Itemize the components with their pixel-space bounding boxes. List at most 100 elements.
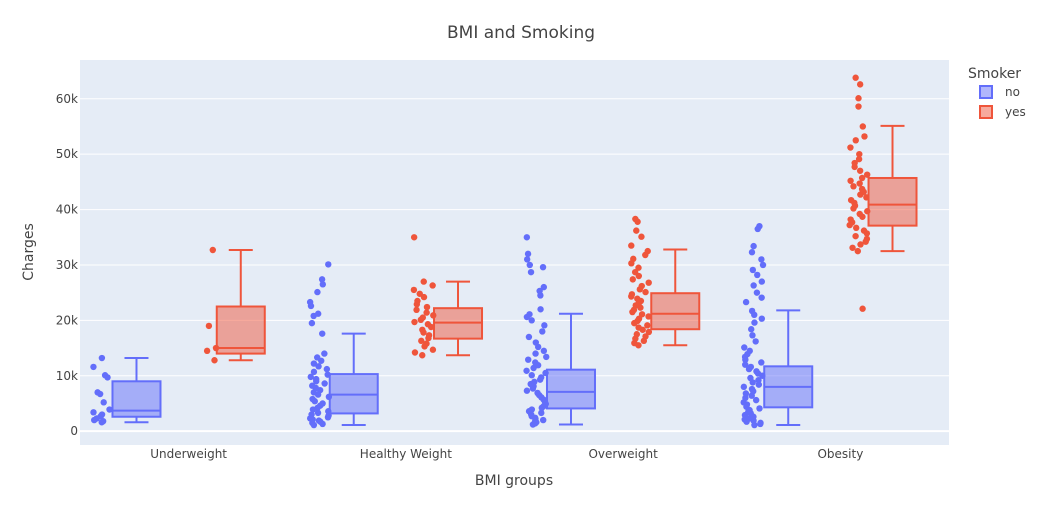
data-point xyxy=(859,305,866,312)
legend-swatch-yes xyxy=(979,105,993,119)
x-tick-label: Obesity xyxy=(817,447,863,461)
data-point xyxy=(628,291,636,298)
data-point xyxy=(90,409,97,416)
data-point xyxy=(423,303,431,311)
plot-background xyxy=(80,60,949,445)
data-point xyxy=(314,409,322,417)
data-point xyxy=(855,95,862,102)
data-point xyxy=(306,298,314,306)
data-point xyxy=(321,380,328,387)
data-point xyxy=(755,376,762,384)
data-point xyxy=(310,368,318,376)
data-point xyxy=(638,233,645,240)
data-point xyxy=(528,372,535,379)
data-point xyxy=(758,315,765,322)
y-tick-label: 50k xyxy=(56,147,78,161)
data-point xyxy=(856,180,863,187)
data-point xyxy=(99,417,107,425)
y-axis-ticks: 0 10k 20k 30k 40k 50k 60k xyxy=(56,92,78,438)
data-point xyxy=(757,419,764,427)
x-axis-label: BMI groups xyxy=(475,473,553,489)
data-point xyxy=(847,177,854,184)
data-point xyxy=(748,249,756,256)
legend-label-no: no xyxy=(1005,85,1020,99)
legend-title: Smoker xyxy=(968,66,1021,82)
data-point xyxy=(543,353,550,361)
x-tick-label: Overweight xyxy=(588,447,658,461)
legend-swatch-no xyxy=(979,85,993,99)
data-point xyxy=(429,282,436,289)
data-point xyxy=(742,361,749,368)
data-point xyxy=(849,244,856,251)
data-point xyxy=(106,406,113,413)
data-point xyxy=(315,417,323,424)
data-point xyxy=(645,328,653,336)
data-point xyxy=(758,278,766,285)
data-point xyxy=(539,263,547,271)
data-point xyxy=(642,288,649,296)
data-point xyxy=(424,321,432,328)
data-point xyxy=(746,347,753,355)
data-point xyxy=(852,74,859,81)
data-point xyxy=(319,330,326,337)
data-point xyxy=(524,250,532,258)
data-point xyxy=(531,378,538,386)
data-point xyxy=(863,235,871,243)
data-point xyxy=(758,256,765,263)
data-point xyxy=(633,227,640,234)
data-point xyxy=(90,363,97,371)
data-point xyxy=(413,306,420,314)
data-point xyxy=(631,268,639,276)
data-point xyxy=(847,216,854,223)
data-point xyxy=(532,350,539,357)
data-point xyxy=(539,328,546,335)
data-point xyxy=(635,264,642,271)
data-point xyxy=(416,290,423,297)
data-point xyxy=(852,232,859,240)
data-point xyxy=(860,227,868,234)
data-point xyxy=(523,256,531,263)
data-point xyxy=(748,326,755,333)
data-point xyxy=(419,326,426,333)
data-point xyxy=(420,278,427,285)
data-point xyxy=(847,196,855,204)
y-tick-label: 10k xyxy=(56,369,78,383)
data-point xyxy=(632,215,639,223)
data-point xyxy=(747,374,754,382)
data-point xyxy=(98,354,106,362)
data-point xyxy=(740,383,748,391)
data-point xyxy=(312,375,320,383)
data-point xyxy=(747,363,755,371)
data-point xyxy=(749,266,757,274)
data-point xyxy=(861,133,868,140)
series-yes xyxy=(203,74,918,364)
data-point xyxy=(319,281,326,288)
data-point xyxy=(750,282,757,289)
data-point xyxy=(429,346,437,353)
data-point xyxy=(528,406,536,413)
data-point xyxy=(425,332,433,339)
data-point xyxy=(642,333,649,340)
data-point xyxy=(534,389,541,397)
data-point xyxy=(411,318,418,326)
data-point xyxy=(644,322,651,329)
data-point xyxy=(209,246,216,254)
y-axis-label: Charges xyxy=(21,223,37,281)
data-point xyxy=(758,294,765,301)
data-point xyxy=(309,382,316,389)
data-point xyxy=(633,331,641,338)
data-point xyxy=(645,279,652,286)
legend: Smoker no yes xyxy=(968,66,1026,119)
data-point xyxy=(321,350,328,357)
data-point xyxy=(855,155,863,163)
data-point xyxy=(308,319,316,327)
data-point xyxy=(750,242,757,250)
data-point xyxy=(539,416,547,424)
box xyxy=(215,305,266,355)
data-point xyxy=(423,340,430,347)
box xyxy=(545,368,596,410)
data-point xyxy=(754,271,761,279)
data-point xyxy=(523,387,531,394)
legend-label-yes: yes xyxy=(1005,105,1026,119)
